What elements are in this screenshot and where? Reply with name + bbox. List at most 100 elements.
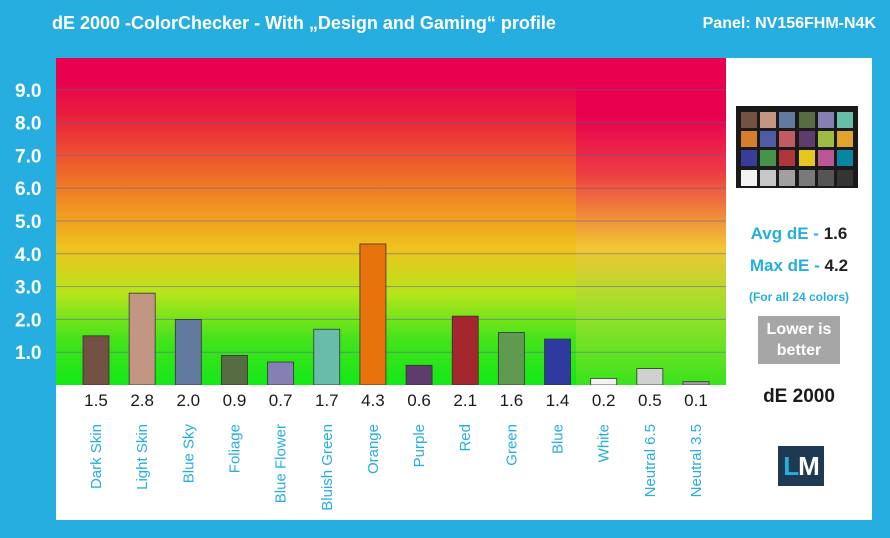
category-label: Purple	[411, 424, 428, 467]
value-label: 0.6	[407, 391, 431, 410]
bar-chart: 1.0 2.0 3.0 4.0 5.0 6.0 7.0 8.0 9.0 1.5 2.8 2.0 0.9…	[15, 58, 726, 520]
colorchecker-swatch	[798, 131, 815, 148]
category-label: Green	[503, 424, 520, 466]
color-count-note: (For all 24 colors)	[748, 290, 850, 304]
value-label: 0.5	[638, 391, 662, 410]
avg-de: Avg dE - 1.6	[726, 224, 872, 244]
plot-background-neutral	[576, 80, 726, 385]
value-label: 2.1	[453, 391, 477, 410]
colorchecker-swatch	[741, 169, 757, 186]
colorchecker-swatch	[741, 131, 757, 148]
category-label: Neutral 6.5	[642, 424, 659, 497]
colorchecker-swatch	[779, 112, 796, 128]
category-label: Neutral 3.5	[688, 424, 705, 497]
colorchecker-swatch	[817, 131, 834, 148]
bar	[128, 292, 156, 386]
bar	[174, 318, 202, 386]
colorchecker-swatch	[798, 169, 815, 186]
y-tick-label: 7.0	[15, 146, 41, 167]
y-tick-label: 5.0	[15, 212, 41, 233]
value-label: 0.1	[684, 391, 708, 410]
value-label: 1.4	[546, 391, 570, 410]
grid-lines	[56, 89, 726, 353]
metric-label: dE 2000	[763, 386, 835, 407]
colorchecker-swatch	[760, 131, 777, 148]
colorchecker-swatch	[837, 169, 853, 186]
chart-title: dE 2000 -ColorChecker - With „Design and…	[52, 13, 556, 33]
bar	[497, 332, 525, 386]
bar	[451, 315, 479, 386]
category-label: Blue Flower	[273, 424, 290, 503]
bars	[82, 243, 710, 386]
bar	[682, 381, 710, 386]
category-label: White	[596, 424, 613, 462]
category-label: Blue	[550, 424, 567, 454]
colorchecker-swatch	[779, 131, 796, 148]
plot-background-top	[56, 58, 726, 80]
colorchecker-swatch	[837, 150, 853, 167]
bar	[544, 338, 571, 386]
value-label: 1.7	[315, 391, 339, 410]
colorchecker-swatch	[817, 169, 834, 186]
value-label: 4.3	[361, 391, 385, 410]
y-tick-label: 8.0	[15, 114, 41, 135]
bar	[359, 243, 387, 386]
bar	[636, 368, 664, 386]
colorchecker-image	[736, 106, 858, 188]
y-tick-label: 9.0	[15, 81, 41, 102]
summary-panel: Avg dE - 1.6 Max dE - 4.2 (For all 24 co…	[726, 58, 872, 520]
y-axis-ticks: 1.0 2.0 3.0 4.0 5.0 6.0 7.0 8.0 9.0	[15, 81, 41, 364]
colorchecker-swatch	[779, 150, 796, 167]
bar	[405, 364, 433, 386]
category-label: Dark Skin	[88, 424, 105, 489]
colorchecker-swatch	[741, 112, 757, 128]
colorchecker-swatch	[779, 169, 796, 186]
lower-line-1: Lower is	[766, 321, 832, 338]
bar	[313, 328, 341, 386]
category-label: Blue Sky	[180, 424, 197, 484]
colorchecker-swatch	[741, 150, 757, 167]
value-label: 1.6	[500, 391, 524, 410]
y-tick-label: 6.0	[15, 179, 41, 200]
bar	[590, 378, 618, 386]
x-axis-area	[56, 385, 726, 520]
colorchecker-swatch	[760, 150, 777, 167]
colorchecker-swatch	[760, 169, 777, 186]
avg-de-value: 1.6	[823, 224, 848, 243]
avg-de-label: Avg dE -	[750, 224, 819, 243]
colorchecker-swatch	[817, 150, 834, 167]
max-de-value: 4.2	[824, 256, 849, 275]
colorchecker-swatch	[837, 131, 853, 148]
category-label: Red	[457, 424, 474, 452]
panel-label: Panel: NV156FHM-N4K	[702, 15, 876, 32]
category-labels: Dark Skin Light Skin Blue Sky Foliage Blue F…	[88, 424, 705, 511]
logo-letter-m: M	[798, 451, 820, 481]
colorchecker-swatch	[760, 112, 777, 128]
category-label: Foliage	[226, 424, 243, 473]
max-de: Max dE - 4.2	[726, 256, 872, 276]
bar	[221, 355, 248, 386]
colorchecker-swatch	[798, 112, 815, 128]
value-label: 0.7	[269, 391, 293, 410]
bar	[82, 335, 110, 386]
value-label: 0.9	[223, 391, 247, 410]
y-tick-label: 4.0	[15, 245, 41, 266]
logo-letter-l: L	[783, 451, 799, 481]
value-label: 1.5	[84, 391, 108, 410]
category-label: Orange	[365, 424, 382, 474]
value-label: 0.2	[592, 391, 616, 410]
max-de-label: Max dE -	[749, 256, 820, 275]
y-tick-label: 1.0	[15, 343, 41, 364]
category-label: Bluish Green	[319, 424, 336, 511]
category-label: Light Skin	[134, 424, 151, 490]
lower-is-better-badge: Lower is better	[758, 316, 840, 364]
colorchecker-swatch	[817, 112, 834, 128]
value-label: 2.0	[176, 391, 200, 410]
laptopmedia-logo: LM	[778, 446, 824, 486]
value-label: 2.8	[130, 391, 154, 410]
colorchecker-swatch	[798, 150, 815, 167]
colorchecker-swatch	[837, 112, 853, 128]
value-labels: 1.5 2.8 2.0 0.9 0.7 1.7 4.3 0.6 2.1 1.6 1.4 0.2 0.5 0…	[84, 391, 708, 410]
bar	[267, 361, 295, 386]
